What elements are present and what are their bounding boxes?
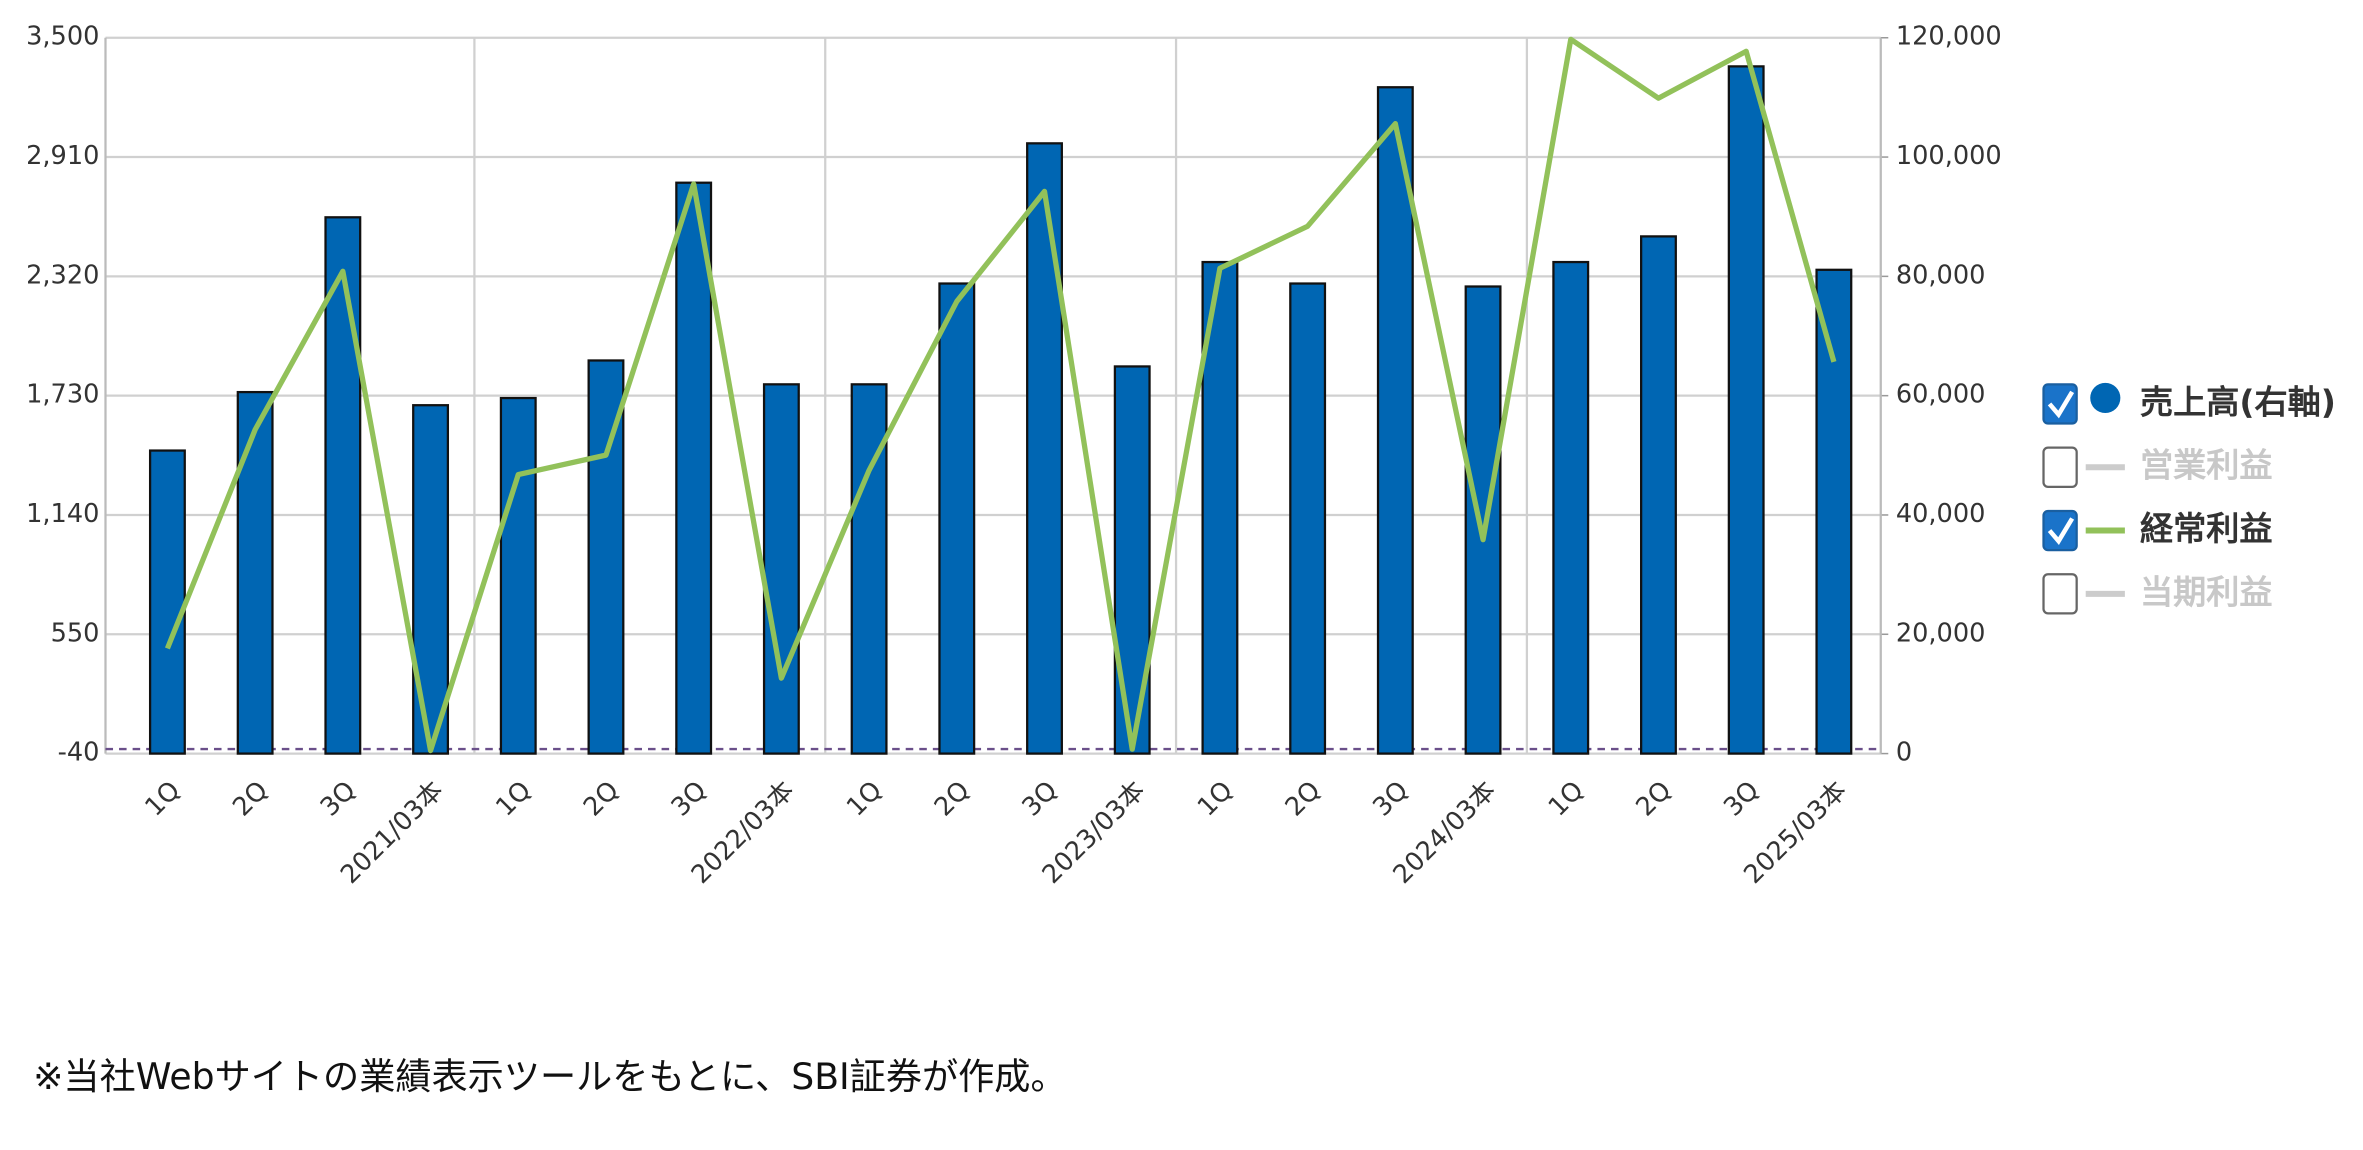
legend-item[interactable]: 売上高(右軸) (2042, 382, 2336, 425)
y2-tick-label: 60,000 (1896, 380, 1986, 410)
bar (938, 282, 976, 755)
y-tick-label: 3,500 (26, 22, 99, 52)
x-tick-label: 1Q (841, 775, 888, 822)
bar (1201, 260, 1239, 755)
x-tick-label: 2Q (1630, 775, 1677, 822)
y-tick-label: 2,320 (26, 260, 99, 290)
checkbox (2042, 446, 2078, 488)
x-tick-label: 2Q (227, 775, 274, 822)
x-tick-label: 2Q (929, 775, 976, 822)
y2-tick-label: 0 (1896, 738, 1912, 768)
y-tick-label: 2,910 (26, 141, 99, 171)
bar (762, 383, 800, 755)
bar (1289, 282, 1327, 755)
x-tick-label: 1Q (1192, 775, 1239, 822)
bar (1552, 260, 1590, 755)
checkbox (2042, 573, 2078, 615)
legend-label: 売上高(右軸) (2140, 382, 2336, 421)
legend-label: 当期利益 (2140, 572, 2273, 611)
y2-tick-label: 80,000 (1896, 260, 1986, 290)
y-tick-label: 1,730 (26, 380, 99, 410)
bar (1026, 142, 1063, 755)
y-tick-label: 550 (51, 618, 100, 648)
x-tick-label: 1Q (139, 775, 186, 822)
y2-tick-label: 100,000 (1896, 141, 2002, 171)
bar (1464, 285, 1502, 755)
x-tick-label: 3Q (666, 775, 713, 822)
bar (1376, 86, 1414, 755)
bar (236, 390, 274, 755)
bar (1727, 65, 1765, 755)
legend-item[interactable]: 営業利益 (2042, 446, 2273, 488)
x-tick-label: 1Q (490, 775, 537, 822)
bar (499, 396, 537, 755)
y2-tick-label: 120,000 (1896, 22, 2002, 52)
bar (850, 383, 888, 755)
checkbox (2042, 509, 2078, 552)
bar (148, 449, 186, 755)
x-tick-label: 3Q (1016, 775, 1063, 822)
legend-item[interactable]: 経常利益 (2042, 509, 2273, 552)
x-tick-label: 3Q (1718, 775, 1765, 822)
x-tick-label: 2Q (1280, 775, 1327, 822)
bar (1815, 268, 1853, 755)
y-tick-label: 1,140 (26, 499, 99, 529)
bar (324, 216, 362, 755)
checkbox (2042, 383, 2078, 425)
bar (412, 404, 450, 755)
legend-symbol (2090, 382, 2121, 413)
y2-tick-label: 20,000 (1896, 618, 1986, 648)
x-tick-label: 1Q (1543, 775, 1590, 822)
x-tick-label: 3Q (1367, 775, 1414, 822)
legend-label: 経常利益 (2140, 509, 2273, 548)
footnote: ※当社Webサイトの業績表示ツールをもとに、SBI証券が作成。 (33, 1055, 1066, 1098)
legend-item[interactable]: 当期利益 (2042, 572, 2273, 615)
x-tick-label: 3Q (315, 775, 362, 822)
bar (675, 181, 713, 755)
checkmark (2047, 517, 2075, 545)
legend-label: 営業利益 (2140, 446, 2273, 485)
line (164, 36, 1837, 754)
y2-tick-label: 40,000 (1896, 499, 1986, 529)
x-tick-label: 2Q (578, 775, 625, 822)
bar (1640, 235, 1677, 755)
y-tick-label: -40 (58, 738, 100, 768)
checkmark (2047, 390, 2075, 419)
